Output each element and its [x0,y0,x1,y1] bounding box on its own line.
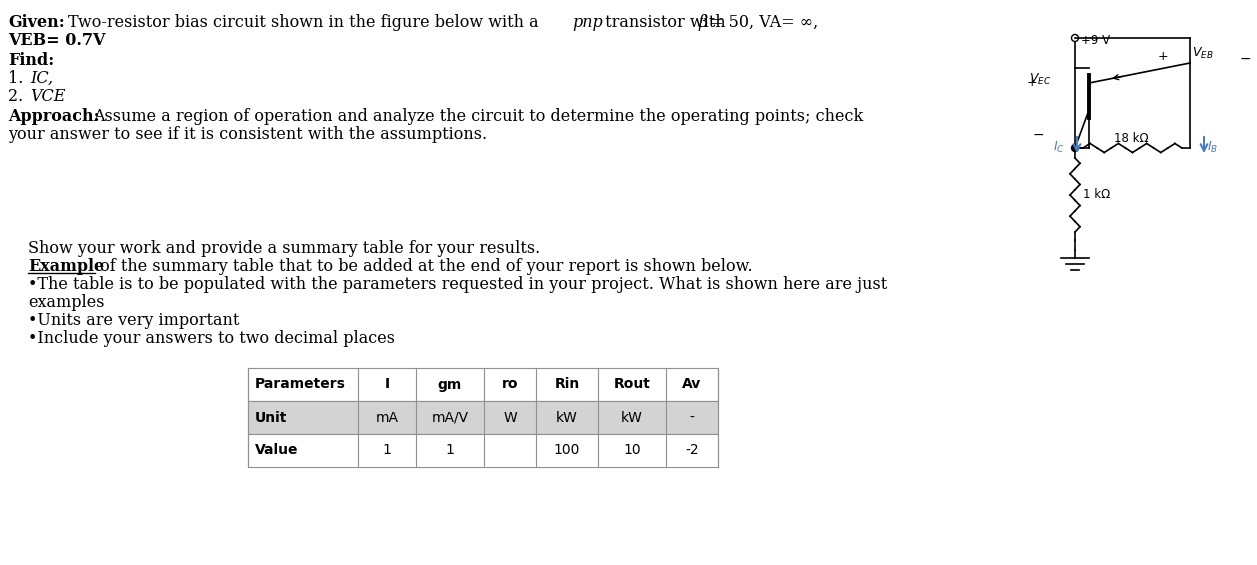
Text: Av: Av [683,377,701,392]
Text: I: I [385,377,390,392]
Text: -2: -2 [685,444,699,458]
Text: kW: kW [556,411,578,424]
Text: 1: 1 [445,444,455,458]
Text: VCE: VCE [30,88,65,105]
Text: kW: kW [621,411,642,424]
Text: VEB= 0.7V: VEB= 0.7V [8,32,106,49]
Text: W: W [503,411,517,424]
Text: ro: ro [502,377,518,392]
Text: Value: Value [255,444,298,458]
Text: −: − [1239,52,1252,66]
Text: Unit: Unit [255,411,288,424]
Text: $V_{EB}$: $V_{EB}$ [1192,46,1213,61]
Text: $I_B$: $I_B$ [1207,140,1218,155]
Bar [248,368,718,401]
Text: β: β [698,14,708,31]
Text: Show your work and provide a summary table for your results.: Show your work and provide a summary tab… [28,240,541,257]
Text: 1: 1 [382,444,391,458]
Text: pnp: pnp [572,14,603,31]
Text: •Include your answers to two decimal places: •Include your answers to two decimal pla… [28,330,395,347]
Text: Given:: Given: [8,14,65,31]
Text: gm: gm [437,377,463,392]
Text: Rin: Rin [554,377,579,392]
Text: •Units are very important: •Units are very important [28,312,239,329]
Text: Assume a region of operation and analyze the circuit to determine the operating : Assume a region of operation and analyze… [93,108,864,125]
Text: +: + [1158,50,1169,63]
Text: -: - [690,411,694,424]
Text: transistor with: transistor with [600,14,730,31]
Bar [248,401,718,434]
Text: $I_C$: $I_C$ [1053,140,1065,155]
Text: Two-resistor bias circuit shown in the figure below with a: Two-resistor bias circuit shown in the f… [68,14,544,31]
Text: Approach:: Approach: [8,108,99,125]
Text: •The table is to be populated with the parameters requested in your project. Wha: •The table is to be populated with the p… [28,276,887,293]
Text: Example: Example [28,258,104,275]
Text: 1.: 1. [8,70,29,87]
Text: Parameters: Parameters [255,377,346,392]
Bar [248,434,718,467]
Circle shape [1071,145,1079,151]
Text: 18 kΩ: 18 kΩ [1115,132,1149,145]
Text: of the summary table that to be added at the end of your report is shown below.: of the summary table that to be added at… [96,258,753,275]
Text: $V_{EC}$: $V_{EC}$ [1029,72,1051,87]
Text: mA/V: mA/V [431,411,469,424]
Text: 100: 100 [554,444,581,458]
Text: Find:: Find: [8,52,54,69]
Text: your answer to see if it is consistent with the assumptions.: your answer to see if it is consistent w… [8,126,488,143]
Text: 1 kΩ: 1 kΩ [1084,189,1110,202]
Text: mA: mA [376,411,398,424]
Text: examples: examples [28,294,104,311]
Text: +9 V: +9 V [1081,34,1110,47]
Text: 2.: 2. [8,88,29,105]
Text: Rout: Rout [613,377,650,392]
Text: IC,: IC, [30,70,53,87]
Text: +: + [1027,76,1037,89]
Text: 10: 10 [623,444,641,458]
Text: = 50, VA= ∞,: = 50, VA= ∞, [710,14,818,31]
Text: −: − [1033,128,1045,142]
